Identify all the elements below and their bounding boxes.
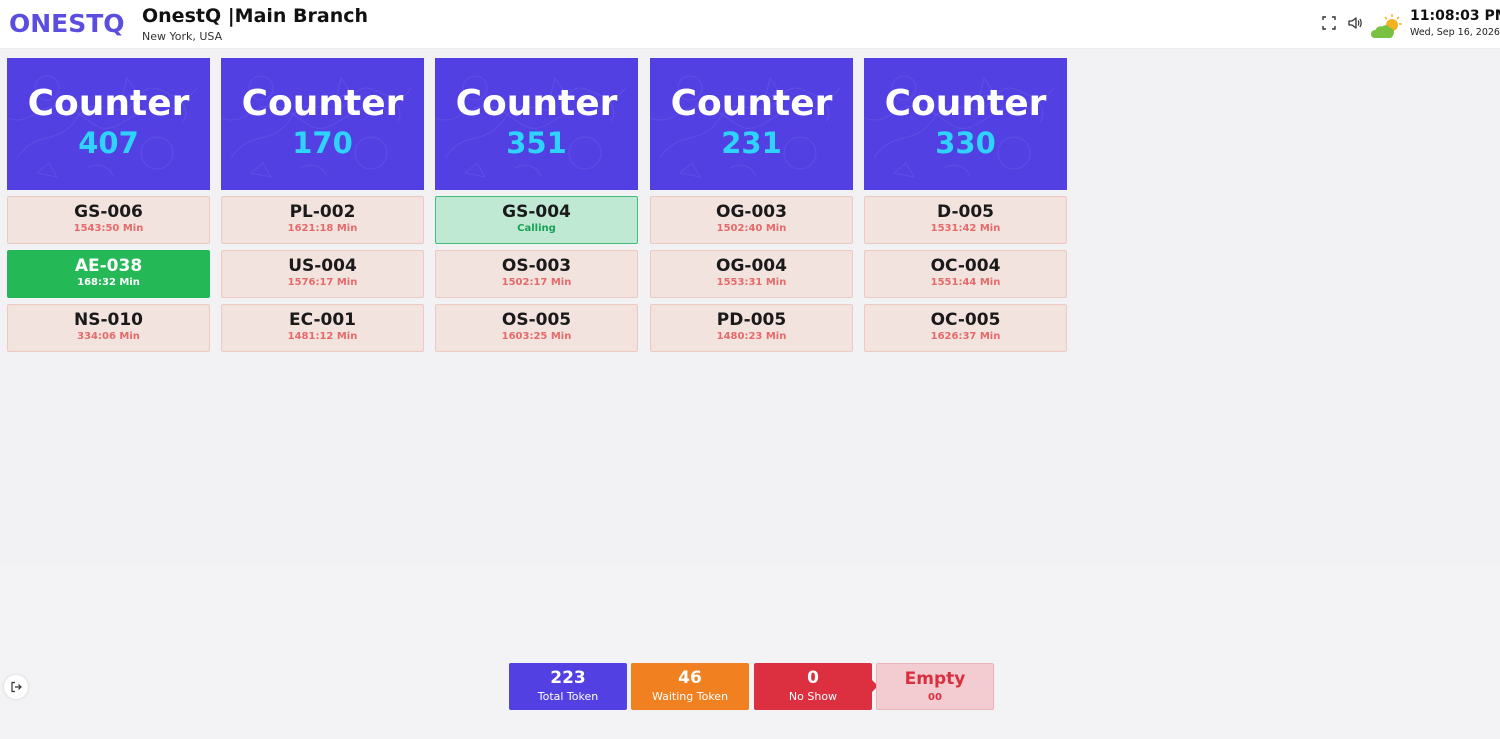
- counter-header: Counter 330: [864, 58, 1067, 190]
- total-token-label: Total Token: [537, 690, 599, 703]
- counter-pattern: [864, 75, 1055, 178]
- clock-time: 11:08:03 PM: [1410, 8, 1500, 24]
- token-wait-time: 334:06 Min: [77, 331, 140, 342]
- waiting-token-label: Waiting Token: [651, 690, 729, 703]
- token-wait-time: 1480:23 Min: [716, 331, 787, 342]
- counter-column: Counter 407 GS-006 1543:50 Min AE-038 168:32 …: [7, 58, 210, 352]
- token-wait-time: 1621:18 Min: [287, 223, 358, 234]
- empty-count: 00: [928, 692, 942, 703]
- token-wait-time: 1626:37 Min: [930, 331, 1001, 342]
- token-card: GS-004 Calling: [435, 196, 638, 244]
- waiting-token-stat: 46 Waiting Token: [631, 663, 749, 710]
- no-show-label: No Show: [788, 690, 838, 703]
- counter-number: 407: [78, 126, 139, 160]
- token-wait-time: 1502:17 Min: [501, 277, 572, 288]
- token-card: NS-010 334:06 Min: [7, 304, 210, 352]
- token-wait-time: 1553:31 Min: [716, 277, 787, 288]
- no-show-stat: 0 No Show: [754, 663, 878, 710]
- token-card: PL-002 1621:18 Min: [221, 196, 424, 244]
- volume-icon[interactable]: [1347, 15, 1363, 31]
- counter-label: Counter: [670, 83, 833, 124]
- logout-icon: [11, 681, 22, 693]
- token-code: NS-010: [73, 310, 143, 330]
- total-token-stat: 223 Total Token: [509, 663, 627, 710]
- token-code: OG-003: [716, 202, 787, 222]
- token-card: OS-003 1502:17 Min: [435, 250, 638, 298]
- token-wait-time: 1502:40 Min: [716, 223, 787, 234]
- token-wait-time: 1551:44 Min: [930, 277, 1001, 288]
- counter-number: 170: [292, 126, 353, 160]
- counter-column: Counter 330 D-005 1531:42 Min OC-004 1551:44 …: [864, 58, 1067, 352]
- token-code: D-005: [937, 202, 994, 222]
- token-code: OS-005: [501, 310, 572, 330]
- counter-label: Counter: [455, 83, 618, 124]
- token-card: PD-005 1480:23 Min: [650, 304, 853, 352]
- counter-column: Counter 170 PL-002 1621:18 Min US-004 1576:17…: [221, 58, 424, 352]
- token-wait-time: 1576:17 Min: [287, 277, 358, 288]
- total-token-value: 223: [550, 668, 586, 688]
- token-card: D-005 1531:42 Min: [864, 196, 1067, 244]
- counter-number: 330: [935, 126, 996, 160]
- token-card: OG-004 1553:31 Min: [650, 250, 853, 298]
- fullscreen-icon[interactable]: [1321, 15, 1337, 31]
- token-card: OC-005 1626:37 Min: [864, 304, 1067, 352]
- counter-number: 231: [721, 126, 782, 160]
- token-card: EC-001 1481:12 Min: [221, 304, 424, 352]
- empty-stat: Empty 00: [876, 663, 994, 710]
- token-code: OG-004: [716, 256, 787, 276]
- token-code: GS-004: [502, 202, 571, 222]
- footer-area: [0, 565, 1500, 739]
- token-code: EC-001: [288, 310, 357, 330]
- token-card: OG-003 1502:40 Min: [650, 196, 853, 244]
- token-code: PL-002: [289, 202, 356, 222]
- token-code: GS-006: [74, 202, 143, 222]
- token-card: OS-005 1603:25 Min: [435, 304, 638, 352]
- token-card: OC-004 1551:44 Min: [864, 250, 1067, 298]
- counter-pattern: [435, 75, 626, 178]
- empty-value: Empty: [904, 669, 966, 689]
- token-card: GS-006 1543:50 Min: [7, 196, 210, 244]
- counter-header: Counter 231: [650, 58, 853, 190]
- counter-header: Counter 351: [435, 58, 638, 190]
- counter-label: Counter: [241, 83, 404, 124]
- onestq-logo: ONESTQ: [9, 9, 125, 38]
- token-code: OS-003: [501, 256, 572, 276]
- no-show-value: 0: [807, 668, 819, 688]
- counter-label: Counter: [884, 83, 1047, 124]
- token-code: PD-005: [716, 310, 787, 330]
- top-header: ONESTQ OnestQ |Main Branch New York, USA…: [0, 0, 1500, 49]
- logout-button[interactable]: [4, 675, 28, 699]
- counter-header: Counter 170: [221, 58, 424, 190]
- token-code: AE-038: [74, 256, 143, 276]
- token-wait-time: 1531:42 Min: [930, 223, 1001, 234]
- waiting-token-value: 46: [678, 668, 702, 688]
- token-wait-time: 168:32 Min: [77, 277, 140, 288]
- token-code: OC-005: [930, 310, 1001, 330]
- token-code: OC-004: [930, 256, 1001, 276]
- token-wait-time: 1481:12 Min: [287, 331, 358, 342]
- counter-pattern: [7, 75, 198, 178]
- branch-location: New York, USA: [142, 30, 223, 43]
- token-card: US-004 1576:17 Min: [221, 250, 424, 298]
- clock-date: Wed, Sep 16, 2026: [1410, 27, 1500, 38]
- page-title: OnestQ |Main Branch: [142, 5, 369, 27]
- counter-header: Counter 407: [7, 58, 210, 190]
- counter-column: Counter 351 GS-004 Calling OS-003 1502:17 Min…: [435, 58, 638, 352]
- token-wait-time: 1543:50 Min: [73, 223, 144, 234]
- counter-label: Counter: [27, 83, 190, 124]
- token-wait-time: Calling: [517, 223, 556, 234]
- counter-pattern: [650, 75, 841, 178]
- counter-pattern: [221, 75, 412, 178]
- counter-number: 351: [506, 126, 567, 160]
- weather-icon: [1371, 14, 1402, 38]
- counter-column: Counter 231 OG-003 1502:40 Min OG-004 1553:31…: [650, 58, 853, 352]
- token-code: US-004: [288, 256, 357, 276]
- token-wait-time: 1603:25 Min: [501, 331, 572, 342]
- token-card: AE-038 168:32 Min: [7, 250, 210, 298]
